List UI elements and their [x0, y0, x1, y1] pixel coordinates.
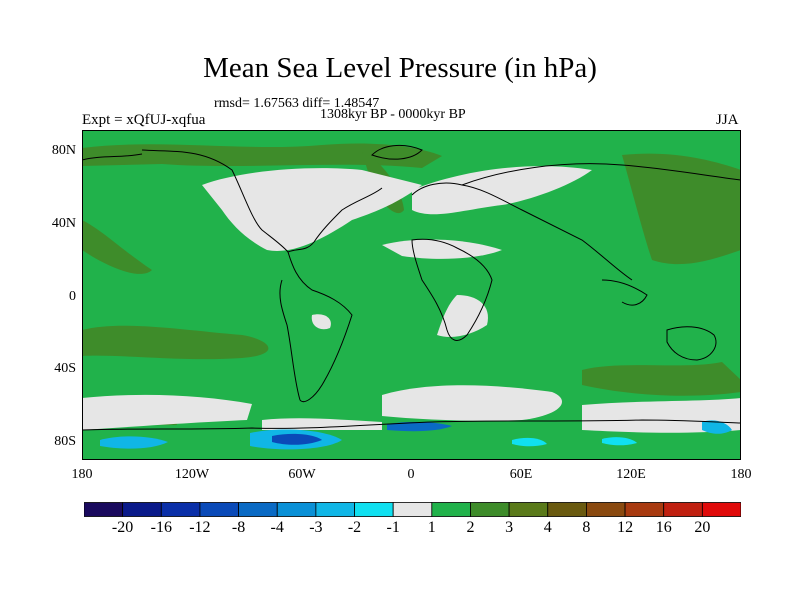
colorbar-label: 4	[543, 519, 552, 536]
colorbar-label: 16	[655, 519, 672, 536]
colorbar-label: -16	[150, 519, 172, 536]
colorbar-box	[238, 502, 278, 517]
colorbar	[84, 502, 741, 517]
colorbar-label: -1	[386, 519, 400, 536]
map-frame	[82, 130, 741, 460]
colorbar-box	[276, 502, 317, 517]
colorbar-label: 3	[505, 519, 514, 536]
colorbar-box	[84, 502, 124, 517]
colorbar-box	[160, 502, 201, 517]
colorbar-label: 2	[466, 519, 475, 536]
lat-label-80n: 80N	[51, 143, 76, 158]
colorbar-box	[392, 502, 433, 517]
colorbar-label: 1	[427, 519, 436, 536]
colorbar-box	[199, 502, 239, 517]
lat-label-40n: 40N	[51, 216, 76, 231]
season-label: JJA	[716, 112, 739, 128]
lat-label-80s: 80S	[54, 434, 76, 449]
colorbar-box	[122, 502, 162, 517]
colorbar-box	[624, 502, 665, 517]
lon-label-60w: 60W	[288, 467, 316, 482]
anomaly-near-zero-regions	[82, 166, 741, 433]
colorbar-label: -12	[189, 519, 211, 536]
colorbar-label: -4	[270, 519, 284, 536]
lon-label-180-east: 180	[730, 467, 752, 482]
colorbar-label: -20	[111, 519, 134, 536]
colorbar-label: -3	[309, 519, 323, 536]
anomaly-negative-regions	[100, 420, 732, 450]
lon-label-0: 0	[407, 467, 415, 482]
colorbar-box	[586, 502, 626, 517]
rmsd-stats: rmsd= 1.67563 diff= 1.48547	[214, 96, 380, 111]
lat-label-0: 0	[69, 289, 76, 304]
colorbar-label: -8	[231, 519, 246, 536]
colorbar-label: 12	[617, 519, 634, 536]
lon-label-120w: 120W	[174, 467, 210, 482]
lon-label-180-west: 180	[71, 467, 93, 482]
colorbar-box	[431, 502, 471, 517]
colorbar-label: -2	[347, 519, 362, 536]
colorbar-box	[315, 502, 355, 517]
coastlines	[82, 144, 741, 431]
lon-label-120e: 120E	[616, 467, 646, 482]
lon-label-60e: 60E	[509, 467, 533, 482]
map-panel	[82, 130, 741, 460]
colorbar-box	[508, 502, 549, 517]
lat-label-40s: 40S	[54, 361, 76, 376]
time-period: 1308kyr BP - 0000kyr BP	[320, 107, 466, 122]
colorbar-box	[701, 502, 741, 517]
experiment-label: Expt = xQfUJ-xqfua	[82, 112, 206, 128]
colorbar-box	[470, 502, 510, 517]
colorbar-box	[547, 502, 587, 517]
colorbar-box	[354, 502, 394, 517]
colorbar-label: 20	[694, 519, 711, 536]
colorbar-box	[663, 502, 703, 517]
colorbar-label: 8	[582, 519, 591, 536]
chart-title: Mean Sea Level Pressure (in hPa)	[203, 52, 597, 84]
